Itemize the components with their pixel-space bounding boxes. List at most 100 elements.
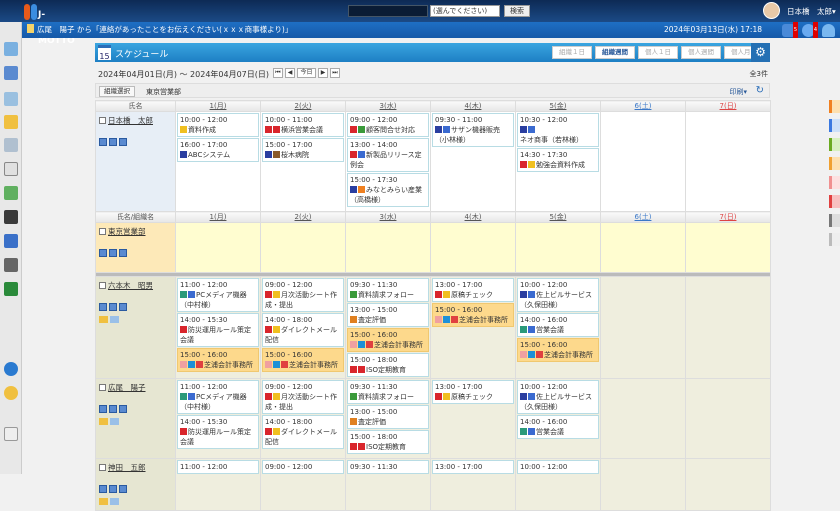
schedule-event[interactable]: 10:00 - 12:00 佐上ビルサービス（久保田様）	[517, 278, 599, 312]
category-tab[interactable]	[829, 100, 840, 113]
schedule-event[interactable]: 14:00 - 18:00 ダイレクトメール配信	[262, 313, 344, 347]
day-cell[interactable]: 13:00 - 17:00	[430, 458, 516, 511]
column-header-day[interactable]: 4(木)	[430, 100, 516, 112]
day-cell[interactable]	[600, 458, 686, 511]
schedule-event[interactable]: 09:30 - 11:30	[347, 460, 429, 474]
document-icon[interactable]	[4, 162, 18, 176]
schedule-event[interactable]: 13:00 - 14:00 新製品リリース定例会	[347, 138, 429, 172]
mail-icon[interactable]	[110, 316, 119, 323]
column-header-day[interactable]: 3(水)	[345, 211, 431, 223]
search-input[interactable]	[348, 5, 428, 17]
day-cell[interactable]	[430, 222, 516, 273]
schedule-event[interactable]: 10:00 - 12:00	[517, 460, 599, 474]
schedule-event[interactable]: 11:00 - 12:00	[177, 460, 259, 474]
next-week-button[interactable]: ⏭	[330, 68, 340, 78]
day-cell[interactable]: 09:00 - 12:00 月次活動シート作成・提出 14:00 - 18:00 ダイ…	[260, 276, 346, 379]
week-view-icon[interactable]	[109, 249, 117, 257]
collapse-icon[interactable]	[4, 427, 18, 441]
schedule-event[interactable]: 10:00 - 12:00 佐上ビルサービス（久保田様）	[517, 380, 599, 414]
board-icon[interactable]	[4, 138, 18, 152]
schedule-event[interactable]: 09:30 - 11:00 サザン機器販売（小林様）	[432, 113, 514, 147]
day-cell[interactable]: 10:00 - 12:00 佐上ビルサービス（久保田様） 14:00 - 16:00…	[515, 378, 601, 459]
schedule-event[interactable]: 15:00 - 16:00 芝浦会計事務所	[517, 338, 599, 362]
column-header-day[interactable]: 3(水)	[345, 100, 431, 112]
day-cell[interactable]	[685, 276, 771, 379]
column-header-day[interactable]: 7(日)	[685, 211, 771, 223]
month-view-icon[interactable]	[119, 303, 127, 311]
day-view-icon[interactable]	[99, 485, 107, 493]
schedule-event[interactable]: 11:00 - 12:00 PCメディア機器（中村様）	[177, 278, 259, 312]
schedule-event[interactable]: 15:00 - 16:00 芝浦会計事務所	[347, 328, 429, 352]
org-select-button[interactable]: 組織選択	[99, 86, 135, 97]
select-checkbox[interactable]	[99, 282, 106, 289]
schedule-event[interactable]: 15:00 - 17:30 みなとみらい産業（高橋様）	[347, 173, 429, 207]
search-category-select[interactable]: (選んでください)	[430, 5, 500, 17]
category-tab[interactable]	[829, 157, 840, 170]
day-cell[interactable]: 11:00 - 12:00	[175, 458, 261, 511]
view-button[interactable]: 組織１日	[552, 46, 592, 59]
day-cell[interactable]: 10:00 - 11:00 横浜営業会議 15:00 - 17:00 桜木病院	[260, 111, 346, 212]
today-button[interactable]: 今日	[297, 68, 316, 78]
day-cell[interactable]	[345, 222, 431, 273]
user-name-link[interactable]: 東京営業部	[108, 227, 146, 236]
column-header-day[interactable]: 5(金)	[515, 100, 601, 112]
schedule-event[interactable]: 15:00 - 18:00 ISO定期教育	[347, 353, 429, 377]
expense-icon[interactable]	[4, 282, 18, 296]
day-cell[interactable]	[600, 111, 686, 212]
category-tab[interactable]	[829, 214, 840, 227]
schedule-event[interactable]: 14:00 - 16:00 営業会議	[517, 415, 599, 439]
view-button[interactable]: 個人週間	[681, 46, 721, 59]
day-view-icon[interactable]	[99, 405, 107, 413]
print-button[interactable]: 印刷▾	[729, 88, 747, 96]
day-cell[interactable]	[685, 378, 771, 459]
schedule-event[interactable]: 15:00 - 16:00 芝浦会計事務所	[432, 303, 514, 327]
folder-icon[interactable]	[4, 258, 18, 272]
schedule-event[interactable]: 10:30 - 12:00 ネオ商事（若林様）	[517, 113, 599, 147]
day-cell[interactable]: 09:00 - 12:00	[260, 458, 346, 511]
schedule-event[interactable]: 13:00 - 17:00 原稿チェック	[432, 278, 514, 302]
day-cell[interactable]	[685, 111, 771, 212]
user-name-link[interactable]: 神田 五郎	[108, 463, 146, 472]
day-cell[interactable]: 10:00 - 12:00 資料作成 16:00 - 17:00 ABCシステム	[175, 111, 261, 212]
select-checkbox[interactable]	[99, 464, 106, 471]
memo-icon[interactable]	[99, 316, 108, 323]
schedule-event[interactable]: 14:00 - 15:30 防災運用ルール策定会議	[177, 415, 259, 449]
neo-icon[interactable]	[4, 234, 18, 248]
user-name-link[interactable]: 日本橋 太郎	[108, 116, 153, 125]
week-view-icon[interactable]	[109, 303, 117, 311]
week-view-icon[interactable]	[109, 138, 117, 146]
month-view-icon[interactable]	[119, 405, 127, 413]
schedule-event[interactable]: 10:00 - 12:00 資料作成	[177, 113, 259, 137]
column-header-day[interactable]: 4(木)	[430, 211, 516, 223]
day-cell[interactable]	[685, 222, 771, 273]
month-view-icon[interactable]	[119, 138, 127, 146]
view-button[interactable]: 個人１日	[638, 46, 678, 59]
schedule-event[interactable]: 16:00 - 17:00 ABCシステム	[177, 138, 259, 162]
view-button[interactable]: 組織週間	[595, 46, 635, 59]
category-tab[interactable]	[829, 195, 840, 208]
day-cell[interactable]	[685, 458, 771, 511]
user-menu[interactable]: 日本橋 太郎▾	[787, 7, 836, 16]
column-header-day[interactable]: 1(月)	[175, 100, 261, 112]
day-cell[interactable]: 09:00 - 12:00 顧客問合せ対応 13:00 - 14:00 新製品リリース…	[345, 111, 431, 212]
schedule-event[interactable]: 09:00 - 12:00 月次活動シート作成・提出	[262, 380, 344, 414]
month-view-icon[interactable]	[119, 249, 127, 257]
day-view-icon[interactable]	[99, 303, 107, 311]
schedule-event[interactable]: 14:00 - 18:00 ダイレクトメール配信	[262, 415, 344, 449]
schedule-event[interactable]: 15:00 - 18:00 ISO定期教育	[347, 430, 429, 454]
prev-day-button[interactable]: ◀	[285, 68, 295, 78]
day-cell[interactable]: 10:00 - 12:00	[515, 458, 601, 511]
day-cell[interactable]: 09:30 - 11:30	[345, 458, 431, 511]
day-cell[interactable]: 13:00 - 17:00 原稿チェック	[430, 378, 516, 459]
schedule-event[interactable]: 13:00 - 17:00	[432, 460, 514, 474]
schedule-event[interactable]: 10:00 - 11:00 横浜営業会議	[262, 113, 344, 137]
schedule-event[interactable]: 09:30 - 11:30 資料請求フォロー	[347, 278, 429, 302]
schedule-event[interactable]: 09:00 - 12:00 顧客問合せ対応	[347, 113, 429, 137]
gear-icon[interactable]: ⚙	[751, 43, 770, 62]
memo-icon[interactable]	[99, 498, 108, 505]
column-header-day[interactable]: 2(火)	[260, 211, 346, 223]
schedule-event[interactable]: 09:00 - 12:00	[262, 460, 344, 474]
message-icon[interactable]: 4	[802, 22, 818, 38]
select-checkbox[interactable]	[99, 228, 106, 235]
month-view-icon[interactable]	[119, 485, 127, 493]
